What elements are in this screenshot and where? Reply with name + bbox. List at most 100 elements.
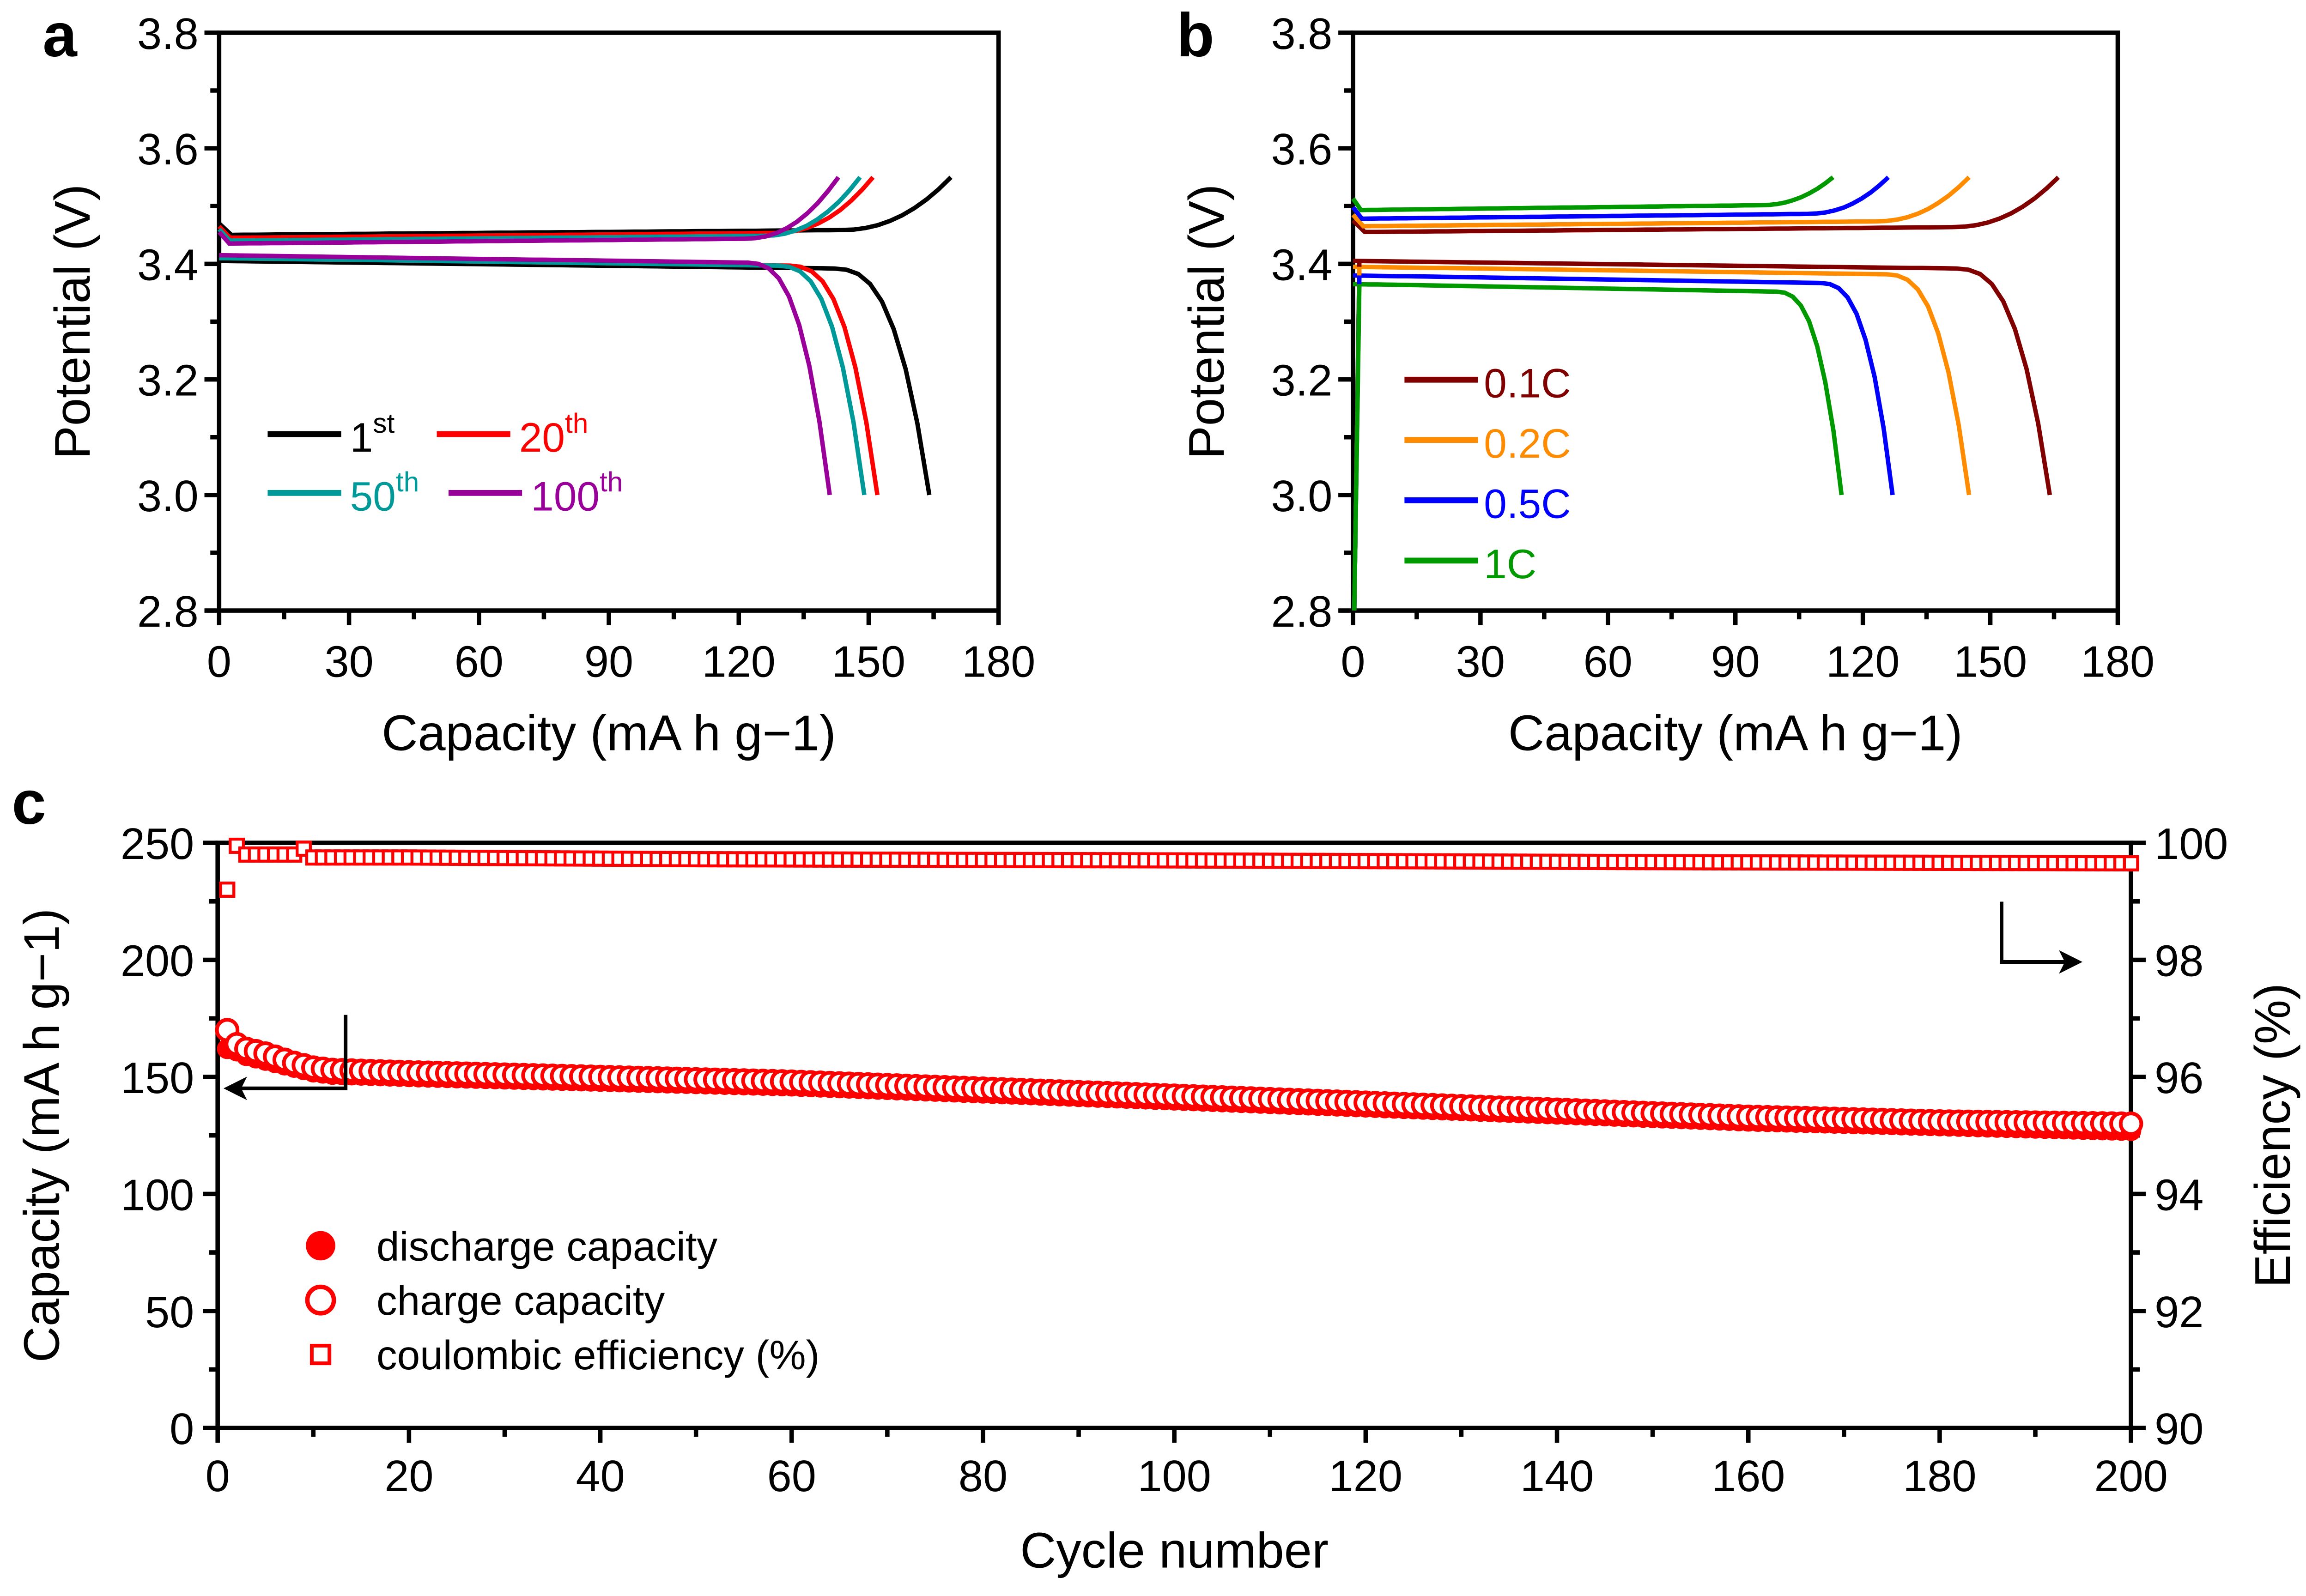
x-tick-label: 200 bbox=[2094, 1452, 2167, 1501]
legend-label: 1st bbox=[350, 407, 395, 460]
y-tick-label: 3.4 bbox=[1271, 241, 1333, 290]
x-tick-label: 40 bbox=[576, 1452, 625, 1501]
y-tick-label: 3.6 bbox=[137, 125, 199, 174]
x-axis-title: Cycle number bbox=[1020, 1523, 1329, 1578]
legend-label: coulombic efficiency (%) bbox=[376, 1332, 819, 1378]
legend-label-base: 1 bbox=[350, 414, 373, 460]
y-tick-label: 3.0 bbox=[137, 472, 199, 521]
discharge-curve bbox=[219, 253, 832, 496]
charge-curve bbox=[1351, 175, 2060, 235]
legend-label: 100th bbox=[531, 466, 623, 519]
x-tick-label: 60 bbox=[1584, 637, 1632, 686]
charge-curve bbox=[1351, 175, 1835, 212]
y-tick-label: 2.8 bbox=[1271, 587, 1333, 636]
x-tick-label: 120 bbox=[1826, 637, 1899, 686]
y-tick-label: 150 bbox=[121, 1054, 194, 1103]
legend-label-base: 50 bbox=[350, 473, 396, 520]
legend-label-base: 100 bbox=[531, 473, 600, 520]
legend-marker-open-circle bbox=[305, 1284, 336, 1316]
arrow-left-icon bbox=[232, 1015, 348, 1090]
legend-label-sup: th bbox=[565, 407, 588, 439]
data-markers bbox=[215, 837, 2143, 1141]
x-tick-label: 0 bbox=[1341, 637, 1365, 686]
discharge-curve bbox=[219, 259, 932, 496]
arrow-right-head-icon bbox=[2059, 950, 2083, 974]
y-tick-label: 100 bbox=[121, 1171, 194, 1220]
x-tick-label: 120 bbox=[1329, 1452, 1402, 1501]
x-tick-label: 80 bbox=[959, 1452, 1007, 1501]
legend-label-sup: th bbox=[600, 466, 623, 497]
charge-curve bbox=[217, 175, 840, 246]
efficiency-point bbox=[2123, 855, 2139, 871]
y-right-tick-label: 98 bbox=[2154, 937, 2203, 986]
legend-label: 20th bbox=[519, 407, 589, 460]
legend-label: 0.2C bbox=[1484, 420, 1571, 466]
panel-label: c bbox=[12, 768, 46, 837]
arrow-left-head-icon bbox=[223, 1076, 247, 1100]
legend-label-sup: th bbox=[396, 466, 419, 497]
legend-marker-open-square bbox=[309, 1343, 332, 1366]
legend-marker-filled-circle bbox=[306, 1231, 335, 1261]
legend-label: discharge capacity bbox=[376, 1223, 718, 1269]
y-axis-title: Potential (V) bbox=[44, 184, 100, 459]
y-tick-label: 50 bbox=[145, 1288, 194, 1337]
panel-b: b 0 30 60 90 120 150 180 2.8 3.0 3.2 3.4 3.6 3.8 Capac… bbox=[1177, 1, 2154, 761]
discharge-curve bbox=[1353, 282, 1844, 496]
y-tick-label: 2.8 bbox=[137, 587, 199, 636]
legend-label: 0.1C bbox=[1484, 360, 1571, 406]
panel-label: a bbox=[42, 1, 78, 70]
panel-a: a0 30 60 90 120 150 1802.83.03.23.43.63.8Capac… bbox=[42, 1, 1035, 761]
discharge-curve bbox=[1353, 259, 2052, 496]
plot-frame bbox=[217, 30, 1001, 613]
x-tick-label: 30 bbox=[1456, 637, 1505, 686]
x-tick-label: 140 bbox=[1520, 1452, 1594, 1501]
x-tick-label: 60 bbox=[455, 637, 504, 686]
x-tick-label: 180 bbox=[1903, 1452, 1976, 1501]
legend-label: charge capacity bbox=[376, 1277, 665, 1324]
x-tick-label: 180 bbox=[2081, 637, 2154, 686]
y-right-tick-label: 100 bbox=[2154, 820, 2228, 869]
legend-label: 50th bbox=[350, 466, 419, 519]
x-tick-label: 150 bbox=[1954, 637, 2027, 686]
x-tick-label: 20 bbox=[384, 1452, 433, 1501]
y-right-tick-label: 90 bbox=[2154, 1405, 2203, 1454]
x-tick-label: 90 bbox=[1711, 637, 1760, 686]
efficiency-point bbox=[219, 881, 236, 898]
y-tick-label: 3.2 bbox=[137, 357, 199, 405]
y-tick-label: 0 bbox=[170, 1405, 194, 1454]
y-right-axis-title: Efficiency (%) bbox=[2245, 983, 2300, 1288]
y-axis-title: Potential (V) bbox=[1178, 184, 1234, 459]
y-tick-label: 3.6 bbox=[1271, 125, 1333, 174]
charge-curve bbox=[217, 175, 875, 240]
x-tick-label: 60 bbox=[767, 1452, 816, 1501]
y-right-tick-label: 94 bbox=[2154, 1171, 2203, 1220]
x-tick-label: 30 bbox=[324, 637, 373, 686]
y-right-tick-label: 92 bbox=[2154, 1288, 2203, 1337]
legend-label: 0.5C bbox=[1484, 481, 1571, 527]
charge-curve bbox=[217, 175, 862, 243]
discharge-curve bbox=[1353, 273, 1895, 496]
panel-c: c 0 20 40 60 80 100 120 140 160 180 200 0 50 100 150 200… bbox=[12, 768, 2300, 1578]
x-tick-label: 160 bbox=[1711, 1452, 1785, 1501]
y-tick-label: 3.0 bbox=[1271, 472, 1333, 521]
y-tick-label: 250 bbox=[121, 820, 194, 869]
plot-frame bbox=[1351, 30, 2120, 613]
y-tick-label: 3.4 bbox=[137, 241, 199, 290]
x-tick-label: 180 bbox=[962, 637, 1035, 686]
legend-label-sup: st bbox=[373, 407, 394, 439]
charge-curve bbox=[218, 175, 953, 237]
charge-point bbox=[2118, 1112, 2143, 1136]
legend-label: 1C bbox=[1484, 541, 1536, 587]
panel-label: b bbox=[1177, 1, 1214, 70]
x-axis-title: Capacity (mA h g−1) bbox=[382, 705, 836, 761]
charge-curve bbox=[1351, 175, 1971, 229]
y-axis-title: Capacity (mA h g−1) bbox=[13, 908, 69, 1363]
initial-rise bbox=[1352, 284, 1362, 611]
charge-curve bbox=[1351, 175, 1890, 221]
x-tick-label: 90 bbox=[584, 637, 633, 686]
y-tick-label: 3.2 bbox=[1271, 357, 1333, 405]
legend-label-base: 20 bbox=[519, 414, 565, 460]
x-tick-label: 100 bbox=[1137, 1452, 1211, 1501]
y-right-tick-label: 96 bbox=[2154, 1054, 2203, 1103]
